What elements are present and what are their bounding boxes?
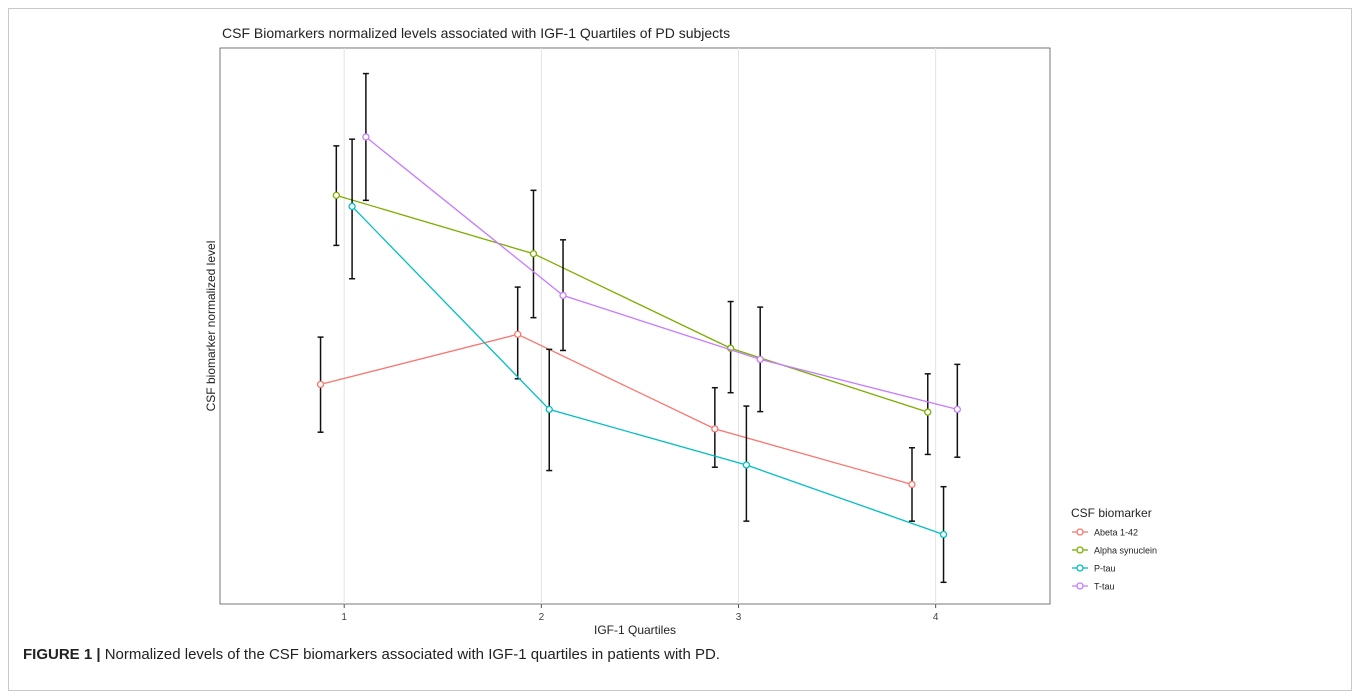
series-line (351, 206, 944, 536)
legend-label: T-tau (1094, 582, 1115, 592)
x-tick-label: 2 (539, 612, 545, 623)
y-axis-label: CSF biomarker normalized level (204, 241, 218, 412)
caption-text: Normalized levels of the CSF biomarkers … (100, 646, 720, 663)
legend-marker (1076, 564, 1084, 572)
legend: CSF biomarker Abeta 1-42 Alpha synuclein P… (1071, 506, 1157, 592)
data-point (939, 530, 948, 539)
legend-item: Abeta 1-42 (1072, 528, 1138, 538)
data-point (529, 250, 538, 258)
legend-label: Alpha synuclein (1094, 546, 1157, 556)
data-point (332, 191, 340, 199)
legend-marker (1076, 528, 1084, 536)
data-point (514, 330, 522, 338)
x-tick-label: 4 (933, 612, 939, 623)
legend-label: P-tau (1094, 564, 1116, 574)
series-line (365, 136, 958, 411)
legend-item: P-tau (1072, 564, 1116, 574)
legend-marker (1076, 546, 1084, 554)
x-axis-label: IGF-1 Quartiles (594, 623, 676, 637)
data-point (908, 480, 916, 489)
chart-title: CSF Biomarkers normalized levels associa… (222, 25, 730, 41)
data-point (348, 202, 356, 211)
data-point (924, 408, 932, 416)
data-point (953, 405, 961, 414)
x-tick-label: 1 (341, 612, 347, 623)
grid-layer (343, 48, 937, 604)
legend-items: Abeta 1-42 Alpha synuclein P-tau T-tau (1072, 528, 1157, 592)
data-point (545, 405, 553, 414)
figure-frame (8, 8, 1352, 691)
series-line (336, 194, 928, 413)
data-point (559, 291, 567, 300)
series-p-tau (348, 138, 948, 584)
data-point (756, 355, 764, 364)
x-axis-ticks: 1 2 3 4 (341, 604, 939, 623)
series-t-tau (362, 72, 961, 458)
series-layer (316, 72, 961, 584)
legend-title: CSF biomarker (1071, 506, 1152, 520)
data-point (362, 133, 370, 141)
legend-item: Alpha synuclein (1072, 546, 1157, 556)
data-point (742, 461, 751, 469)
legend-item: T-tau (1072, 582, 1115, 592)
series-abeta-1-42 (316, 286, 916, 522)
figure-caption: FIGURE 1 | Normalized levels of the CSF … (23, 646, 720, 663)
data-point (316, 380, 325, 389)
caption-label: FIGURE 1 | (23, 646, 101, 663)
x-tick-label: 3 (736, 612, 742, 623)
series-alpha-synuclein (332, 145, 932, 456)
legend-label: Abeta 1-42 (1094, 528, 1138, 538)
legend-marker (1076, 582, 1084, 590)
data-point (711, 425, 719, 433)
series-line (320, 333, 913, 486)
